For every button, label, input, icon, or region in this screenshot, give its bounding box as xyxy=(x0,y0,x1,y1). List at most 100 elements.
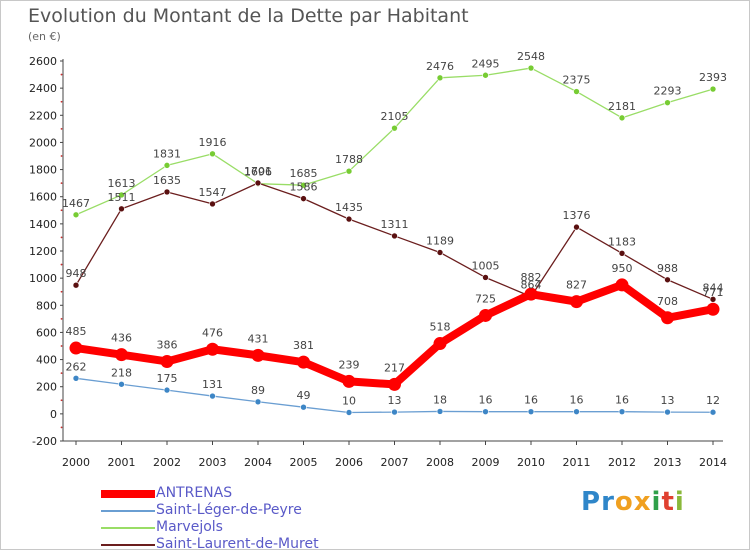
data-label: 2105 xyxy=(381,110,409,123)
x-tick-label: 2003 xyxy=(199,456,227,469)
data-label: 381 xyxy=(293,339,314,352)
y-tick-label: 600 xyxy=(36,326,57,339)
data-point xyxy=(72,281,80,289)
x-tick-label: 2000 xyxy=(62,456,90,469)
data-label: 844 xyxy=(703,281,724,294)
data-label: 16 xyxy=(524,394,538,407)
data-label: 13 xyxy=(388,394,402,407)
data-point xyxy=(345,409,353,416)
data-point xyxy=(254,179,262,187)
data-label: 476 xyxy=(202,326,223,339)
data-point xyxy=(709,296,717,303)
data-label: 518 xyxy=(430,321,451,334)
data-point xyxy=(436,74,444,82)
data-point xyxy=(72,211,80,219)
legend-label: Marvejols xyxy=(156,519,223,535)
y-tick-label: 1400 xyxy=(29,218,57,231)
data-label: 1586 xyxy=(290,181,318,194)
x-tick-label: 2011 xyxy=(563,456,591,469)
y-tick-label: 1000 xyxy=(29,272,57,285)
data-point xyxy=(209,392,216,400)
data-label: 771 xyxy=(703,286,724,299)
data-point xyxy=(527,408,535,415)
data-label: 708 xyxy=(657,295,678,308)
data-point xyxy=(115,348,128,362)
data-label: 950 xyxy=(612,262,633,275)
y-minor-tick xyxy=(60,209,63,212)
data-point xyxy=(524,287,538,301)
data-label: 1005 xyxy=(472,259,500,272)
data-label: 725 xyxy=(475,292,496,305)
legend-label: Saint-Laurent-de-Muret xyxy=(156,536,319,552)
data-label: 2393 xyxy=(699,71,727,84)
data-point xyxy=(527,64,535,72)
y-tick-label: 2400 xyxy=(29,82,57,95)
data-point xyxy=(570,295,583,309)
data-label: 1183 xyxy=(608,235,636,248)
data-label: 262 xyxy=(66,360,87,373)
axes: -200 0 200 400 600 800 1000 1200 1400 1600 1800 200… xyxy=(29,55,727,469)
y-minor-tick xyxy=(60,182,63,185)
data-point xyxy=(573,223,580,231)
logo-letter: t xyxy=(661,487,675,517)
y-tick-label: 200 xyxy=(36,381,57,394)
y-tick-label: 1800 xyxy=(29,164,57,177)
data-label: 436 xyxy=(111,332,132,345)
x-tick-label: 2004 xyxy=(244,456,272,469)
chart-unit-label: (en €) xyxy=(28,30,61,43)
data-label: 431 xyxy=(248,332,269,345)
data-point xyxy=(160,354,174,368)
x-tick-label: 2012 xyxy=(608,456,636,469)
data-label: 1511 xyxy=(108,191,136,204)
y-minor-tick xyxy=(60,426,63,429)
data-label: 18 xyxy=(433,393,447,406)
data-label: 1831 xyxy=(153,147,181,160)
data-label: 1701 xyxy=(244,165,272,178)
data-label: 217 xyxy=(384,361,405,374)
data-point xyxy=(709,408,717,416)
data-point xyxy=(482,71,489,79)
data-label: 1467 xyxy=(62,197,90,210)
data-label: 485 xyxy=(66,325,87,338)
data-label: 49 xyxy=(297,389,311,402)
data-point xyxy=(482,408,489,415)
x-tick-label: 2010 xyxy=(517,456,545,469)
data-label: 2181 xyxy=(608,100,636,113)
y-minor-tick xyxy=(60,317,63,320)
y-minor-tick xyxy=(60,263,63,266)
y-minor-tick xyxy=(60,372,63,375)
data-point xyxy=(163,386,171,394)
data-label: 1311 xyxy=(381,218,409,231)
data-label: 1635 xyxy=(153,174,181,187)
data-label: 13 xyxy=(661,394,675,407)
y-tick-label: 0 xyxy=(50,408,57,421)
data-point xyxy=(209,200,216,208)
data-label: 16 xyxy=(615,394,629,407)
data-point xyxy=(345,215,353,223)
data-point xyxy=(391,408,398,416)
data-point xyxy=(69,341,83,355)
data-label: 2495 xyxy=(472,57,500,70)
x-tick-label: 2001 xyxy=(108,456,136,469)
y-tick-label: 1200 xyxy=(29,245,57,258)
data-point xyxy=(436,249,444,256)
legend-item: Saint-Léger-de-Peyre xyxy=(101,502,431,519)
y-minor-tick xyxy=(60,127,63,130)
chart-title: Evolution du Montant de la Dette par Hab… xyxy=(28,5,469,27)
x-tick-label: 2005 xyxy=(290,456,318,469)
data-label: 175 xyxy=(157,372,178,385)
data-point xyxy=(345,167,353,175)
data-point xyxy=(254,398,262,406)
y-minor-tick xyxy=(60,100,63,103)
legend-label: ANTRENAS xyxy=(156,485,233,501)
series-0 xyxy=(69,278,720,391)
data-label: 2293 xyxy=(654,85,682,98)
legend-item: ANTRENAS xyxy=(101,485,431,502)
data-point xyxy=(615,278,629,292)
y-tick-label: 1600 xyxy=(29,191,57,204)
data-label: 1435 xyxy=(335,201,363,214)
data-label: 864 xyxy=(521,279,542,292)
data-point xyxy=(479,308,492,322)
